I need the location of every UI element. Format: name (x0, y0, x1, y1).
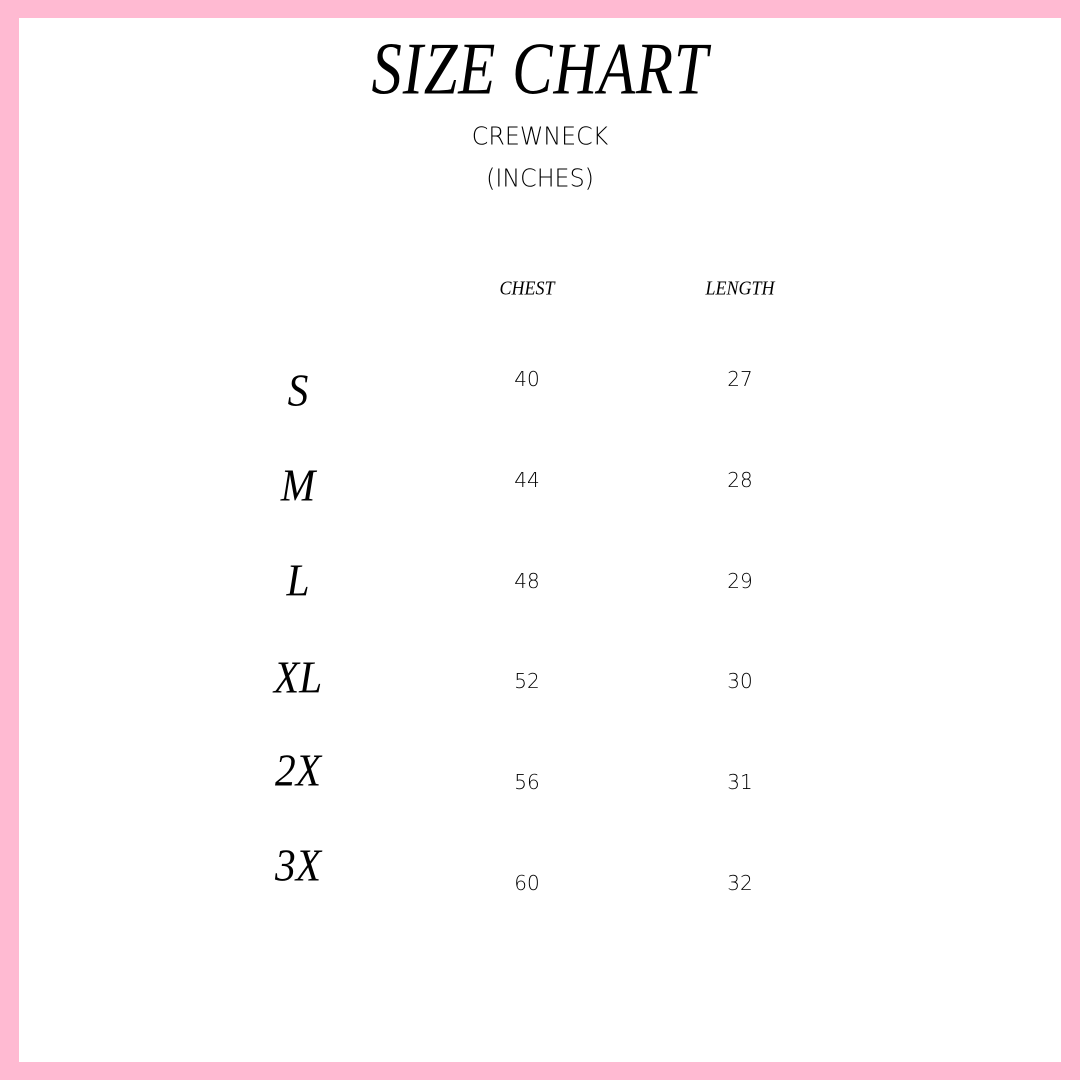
garment-type: CREWNECK (471, 121, 609, 151)
page-title: SIZE CHART (371, 28, 709, 111)
unit-label: (INCHES) (486, 163, 594, 193)
length-value: 31 (727, 770, 753, 794)
size-label: 2X (275, 744, 321, 796)
chest-value: 48 (514, 569, 540, 593)
length-value: 28 (727, 468, 753, 492)
header-length: LENGTH (705, 277, 775, 300)
size-label: S (287, 364, 309, 416)
length-value: 29 (727, 569, 753, 593)
chest-value: 60 (514, 871, 540, 895)
chest-value: 56 (514, 770, 540, 794)
chest-value: 52 (514, 669, 540, 693)
chest-value: 40 (514, 367, 540, 391)
length-value: 27 (727, 367, 753, 391)
header-chest: CHEST (499, 277, 555, 300)
length-value: 30 (727, 669, 753, 693)
size-label: M (280, 459, 316, 511)
content-panel (19, 18, 1061, 1062)
chest-value: 44 (514, 468, 540, 492)
size-label: XL (273, 651, 323, 703)
length-value: 32 (727, 871, 753, 895)
size-label: L (286, 554, 310, 606)
size-label: 3X (275, 839, 321, 891)
